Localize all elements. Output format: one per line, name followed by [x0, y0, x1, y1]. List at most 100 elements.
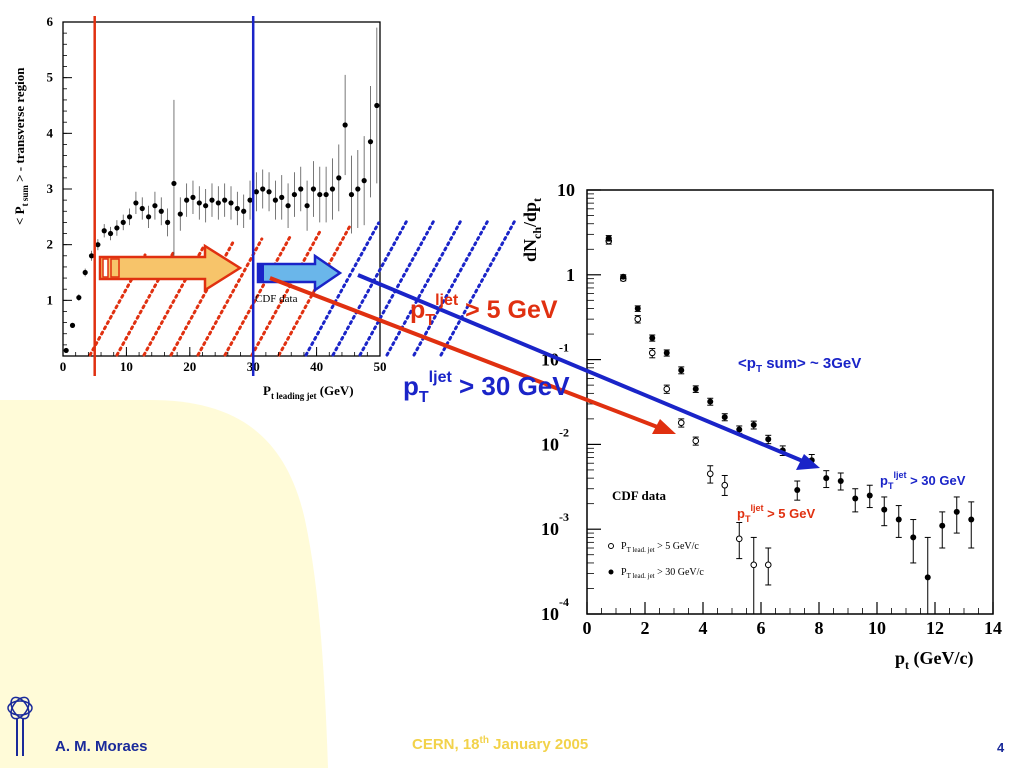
right-data-point-filled: [620, 273, 627, 280]
left-data-point: [101, 228, 107, 234]
left-data-point: [190, 194, 196, 200]
right-data-point-filled: [924, 574, 931, 581]
right-data-point-filled: [895, 516, 902, 523]
right-data-point-open: [692, 437, 700, 445]
left-annotation: CDF data: [255, 293, 298, 305]
left-data-point: [247, 197, 253, 203]
left-data-point: [88, 253, 95, 259]
right-data-point-filled: [837, 478, 844, 485]
left-data-point: [323, 191, 329, 198]
left-data-point: [209, 197, 215, 203]
left-data-point: [145, 214, 152, 220]
left-data-point: [279, 194, 285, 200]
author-name: A. M. Moraes: [55, 738, 148, 755]
right-data-point-open: [764, 561, 772, 569]
left-xlabel: Pt leading jet (GeV): [263, 383, 354, 401]
right-data-point-filled: [707, 398, 714, 405]
right-data-point-filled: [765, 436, 772, 443]
left-data-point: [120, 219, 126, 225]
right-data-point-open: [634, 315, 642, 323]
left-data-point: [310, 186, 317, 192]
label-ptljet-30-large: pTljet > 30 GeV: [403, 369, 570, 406]
hatch-line: [196, 237, 264, 357]
left-data-point: [361, 178, 367, 184]
right-ytick-label: 10-4: [541, 595, 569, 624]
hatch-line: [412, 218, 490, 357]
right-data-point-filled: [794, 486, 801, 493]
right-data-point-open: [663, 385, 671, 393]
hatch-line: [385, 218, 463, 357]
right-data-point-filled: [663, 349, 670, 356]
left-data-point: [177, 211, 183, 217]
left-data-point: [291, 191, 298, 198]
left-ytick-label: 4: [47, 125, 54, 140]
left-ytick-label: 3: [47, 181, 54, 196]
right-data-point-open: [677, 419, 685, 427]
left-data-point: [272, 197, 278, 203]
right-xtick-label: 8: [815, 618, 824, 638]
left-data-point: [165, 219, 171, 225]
left-chart: 01020304050123456 CDF data Pt leading je…: [12, 14, 517, 401]
legend-open-marker: [608, 543, 614, 549]
right-xtick-label: 14: [984, 618, 1002, 638]
right-annotation: CDF data: [612, 488, 667, 503]
left-data-point: [152, 203, 158, 209]
right-data-point-filled: [736, 426, 743, 433]
left-data-point: [336, 175, 342, 181]
page-number: 4: [997, 740, 1005, 755]
left-data-point: [139, 205, 145, 212]
right-legend: PT lead. jet > 5 GeV/c PT lead. jet > 30…: [608, 541, 704, 580]
left-data-point: [266, 189, 272, 195]
right-ylabel: dNch/dpt: [520, 198, 544, 262]
right-ytick-label: 10-3: [541, 510, 569, 539]
right-data-point-open: [706, 470, 714, 478]
legend-filled-marker: [608, 569, 614, 575]
left-data-point: [222, 197, 228, 203]
left-data-point: [367, 139, 374, 145]
right-data-point-filled: [852, 495, 859, 502]
blue-connector-arrow: [357, 273, 820, 470]
hatch-line: [223, 233, 293, 357]
left-xtick-label: 10: [120, 359, 133, 374]
left-data-point: [241, 208, 247, 214]
right-data-point-filled: [968, 516, 975, 523]
left-data-point: [196, 200, 202, 206]
red-connector-arrow: [269, 276, 676, 434]
left-points: [63, 27, 380, 354]
hatch-line: [331, 218, 409, 357]
left-data-point: [304, 203, 310, 209]
right-data-point-filled: [634, 305, 641, 312]
left-axes: 01020304050123456: [47, 14, 387, 374]
legend-entry-filled: PT lead. jet > 30 GeV/c: [621, 567, 704, 580]
right-data-point-filled: [692, 386, 699, 393]
right-xtick-label: 12: [926, 618, 944, 638]
label-ptljet-30-small: pTljet > 30 GeV: [880, 470, 966, 491]
right-ytick-label: 1: [566, 265, 575, 285]
left-data-point: [234, 205, 240, 212]
right-data-point-filled: [678, 367, 685, 374]
label-ptljet-5-large: pTljet > 5 GeV: [410, 292, 558, 329]
left-data-point: [69, 322, 76, 328]
left-xtick-label: 50: [374, 359, 387, 374]
left-xtick-label: 20: [183, 359, 196, 374]
background-shape: [0, 400, 328, 768]
left-data-point: [228, 200, 234, 206]
right-data-point-open: [750, 561, 758, 569]
left-data-point: [107, 230, 114, 237]
right-data-point-filled: [605, 235, 612, 242]
right-data-point-filled: [750, 421, 757, 428]
left-xtick-label: 0: [60, 359, 67, 374]
left-cut-lines: [93, 16, 255, 376]
right-xlabel: pt (GeV/c): [895, 648, 973, 672]
left-data-point: [158, 208, 164, 214]
right-ytick-label: 10-2: [541, 425, 569, 454]
left-data-point: [203, 203, 209, 209]
left-data-point: [342, 122, 348, 128]
left-data-point: [76, 294, 82, 301]
left-data-point: [348, 191, 355, 198]
label-ptsum: <pT sum> ~ 3GeV: [738, 355, 861, 375]
right-data-point-filled: [910, 534, 917, 541]
right-xtick-label: 0: [583, 618, 592, 638]
